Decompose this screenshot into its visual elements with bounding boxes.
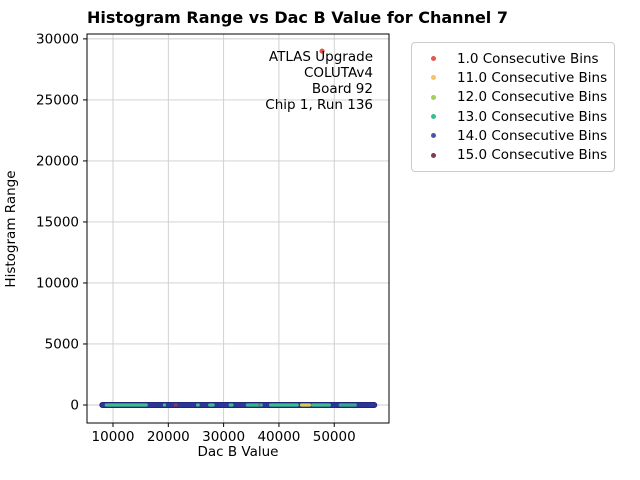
scatter-band-segment — [268, 403, 299, 407]
legend-marker-icon — [431, 114, 436, 120]
scatter-band-segment — [173, 403, 178, 407]
legend-item: 15.0 Consecutive Bins — [420, 145, 608, 164]
y-tick-label: 25000 — [36, 92, 79, 108]
legend-box: 1.0 Consecutive Bins 11.0 Consecutive Bin… — [411, 42, 615, 172]
legend-item: 1.0 Consecutive Bins — [420, 49, 604, 68]
annotation-line: ATLAS Upgrade — [268, 49, 373, 65]
legend-item: 11.0 Consecutive Bins — [420, 68, 608, 87]
scatter-band-segment — [338, 403, 357, 407]
legend-marker-icon — [431, 133, 436, 139]
scatter-band-segment — [299, 403, 312, 407]
y-tick-label: 30000 — [36, 31, 79, 47]
scatter-band-segment — [228, 403, 234, 407]
legend-item-label: 12.0 Consecutive Bins — [457, 89, 608, 106]
x-tick-label: 10000 — [92, 429, 135, 445]
legend-marker-icon — [431, 94, 436, 100]
x-tick-label: 20000 — [147, 429, 190, 445]
scatter-band-segment — [195, 403, 200, 407]
y-tick-label: 10000 — [36, 275, 79, 291]
scatter-band-segment — [258, 403, 261, 407]
scatter-band-segment — [208, 403, 215, 407]
legend-marker-icon — [431, 56, 436, 62]
annotation-line: Board 92 — [311, 81, 373, 97]
annotation-line: COLUTAv4 — [303, 65, 373, 81]
plot-border — [86, 33, 390, 424]
x-tick-label: 40000 — [257, 429, 300, 445]
legend-item-label: 11.0 Consecutive Bins — [457, 69, 608, 86]
x-axis-label: Dac B Value — [197, 444, 279, 460]
scatter-band-segment — [311, 403, 331, 407]
legend-item-label: 1.0 Consecutive Bins — [457, 50, 599, 67]
x-tick-label: 30000 — [202, 429, 245, 445]
scatter-band-segment — [162, 403, 167, 407]
scatter-band-segment — [104, 403, 148, 407]
legend-item: 14.0 Consecutive Bins — [420, 126, 608, 145]
legend-item-label: 14.0 Consecutive Bins — [457, 127, 608, 144]
legend-item-label: 13.0 Consecutive Bins — [457, 108, 608, 125]
y-axis-label: Histogram Range — [3, 170, 19, 288]
x-tick-label: 50000 — [313, 429, 356, 445]
legend-item-label: 15.0 Consecutive Bins — [457, 147, 608, 164]
y-tick-label: 15000 — [36, 214, 79, 230]
annotation-line: Chip 1, Run 136 — [265, 97, 373, 113]
scatter-band-segment — [245, 403, 263, 407]
y-tick-label: 0 — [70, 397, 79, 413]
legend-item: 12.0 Consecutive Bins — [420, 88, 608, 107]
legend-marker-icon — [431, 75, 436, 81]
legend-marker-icon — [431, 152, 436, 158]
y-tick-label: 20000 — [36, 153, 79, 169]
chart-title: Histogram Range vs Dac B Value for Chann… — [87, 8, 508, 27]
legend-item: 13.0 Consecutive Bins — [420, 107, 608, 126]
y-tick-label: 5000 — [45, 336, 79, 352]
annotation-block: ATLAS Upgrade COLUTAv4 Board 92 Chip 1, … — [265, 49, 373, 113]
outlier-point — [319, 48, 325, 54]
